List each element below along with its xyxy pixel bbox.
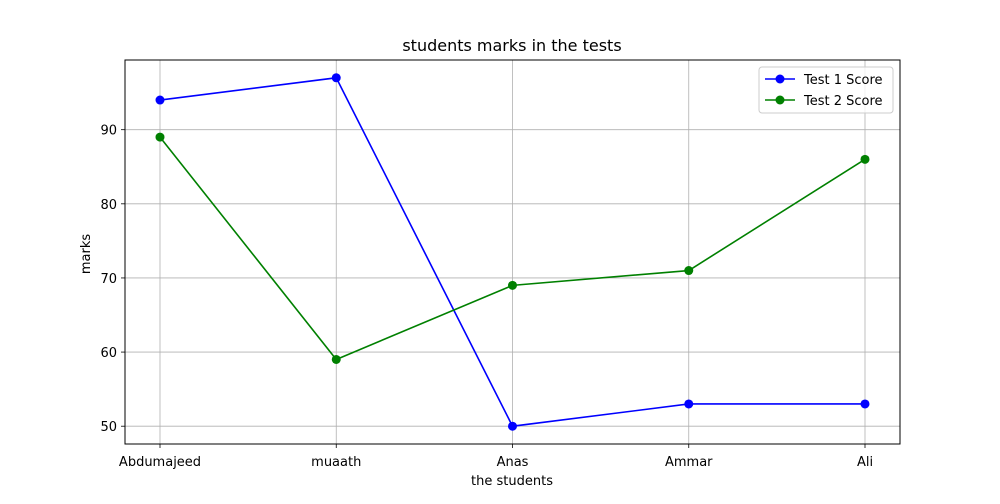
data-point-test-1 [155, 95, 165, 105]
x-tick-label: Abdumajeed [119, 455, 201, 470]
x-axis-label: the students [471, 474, 553, 489]
data-point-test-2 [331, 354, 341, 364]
data-point-test-1 [331, 73, 341, 83]
axis-ticks: Abdumajeed muaath Anas Ammar Ali 50 60 70 80 90 [100, 124, 873, 470]
data-point-test-1 [684, 399, 694, 409]
x-tick-label: Ammar [665, 455, 713, 470]
legend-marker-test-1 [775, 74, 785, 84]
y-tick-label: 80 [100, 198, 117, 213]
x-tick-label: Ali [857, 455, 873, 470]
x-tick-label: Anas [497, 455, 529, 470]
legend-entry-test-1: Test 1 Score [765, 73, 883, 88]
x-tick-label: muaath [311, 455, 361, 470]
y-axis-label: marks [79, 234, 94, 275]
data-point-test-2 [155, 132, 165, 142]
legend: Test 1 Score Test 2 Score [758, 66, 894, 114]
chart-title: students marks in the tests [402, 36, 621, 55]
y-tick-label: 70 [100, 272, 117, 287]
y-tick-label: 60 [100, 346, 117, 361]
legend-marker-test-2 [775, 95, 785, 105]
data-point-test-1 [508, 421, 517, 431]
y-tick-label: 50 [100, 420, 117, 435]
data-point-test-2 [508, 280, 517, 290]
y-tick-label: 90 [100, 124, 117, 139]
series [155, 73, 870, 431]
data-point-test-2 [684, 266, 694, 276]
legend-label-test-2: Test 2 Score [803, 94, 883, 109]
data-point-test-1 [860, 399, 870, 409]
data-point-test-2 [860, 154, 870, 164]
legend-label-test-1: Test 1 Score [803, 73, 883, 88]
legend-entry-test-2: Test 2 Score [765, 94, 883, 109]
